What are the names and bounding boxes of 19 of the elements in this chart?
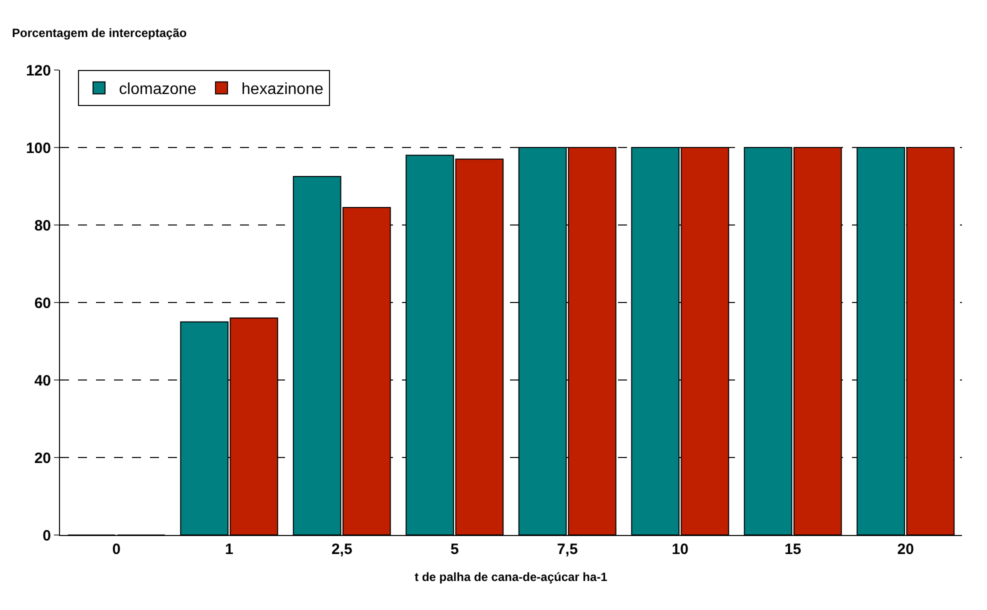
y-tick-label: 80 [34,217,51,234]
x-tick-label: 1 [224,541,234,558]
legend-label: clomazone [119,81,197,98]
y-tick-label: 120 [26,62,51,80]
y-tick-label: 100 [26,140,51,157]
x-tick-label: 15 [784,541,802,558]
x-tick-label: 2,5 [331,541,352,558]
y-tick-label: 60 [34,294,51,312]
x-tick-label: 5 [450,541,459,558]
x-tick-label: 0 [112,541,121,558]
legend-label: hexazinone [242,81,324,98]
x-axis-title: t de palha de cana-de-açúcar ha-1 [414,570,608,584]
y-tick-label: 20 [34,450,51,467]
y-tick-label: 0 [42,527,51,544]
y-axis-title: Porcentagem de interceptação [12,26,187,40]
x-tick-label: 7,5 [556,541,578,558]
x-tick-label: 20 [897,541,914,558]
y-tick-label: 40 [34,372,51,390]
x-tick-label: 10 [672,541,688,558]
